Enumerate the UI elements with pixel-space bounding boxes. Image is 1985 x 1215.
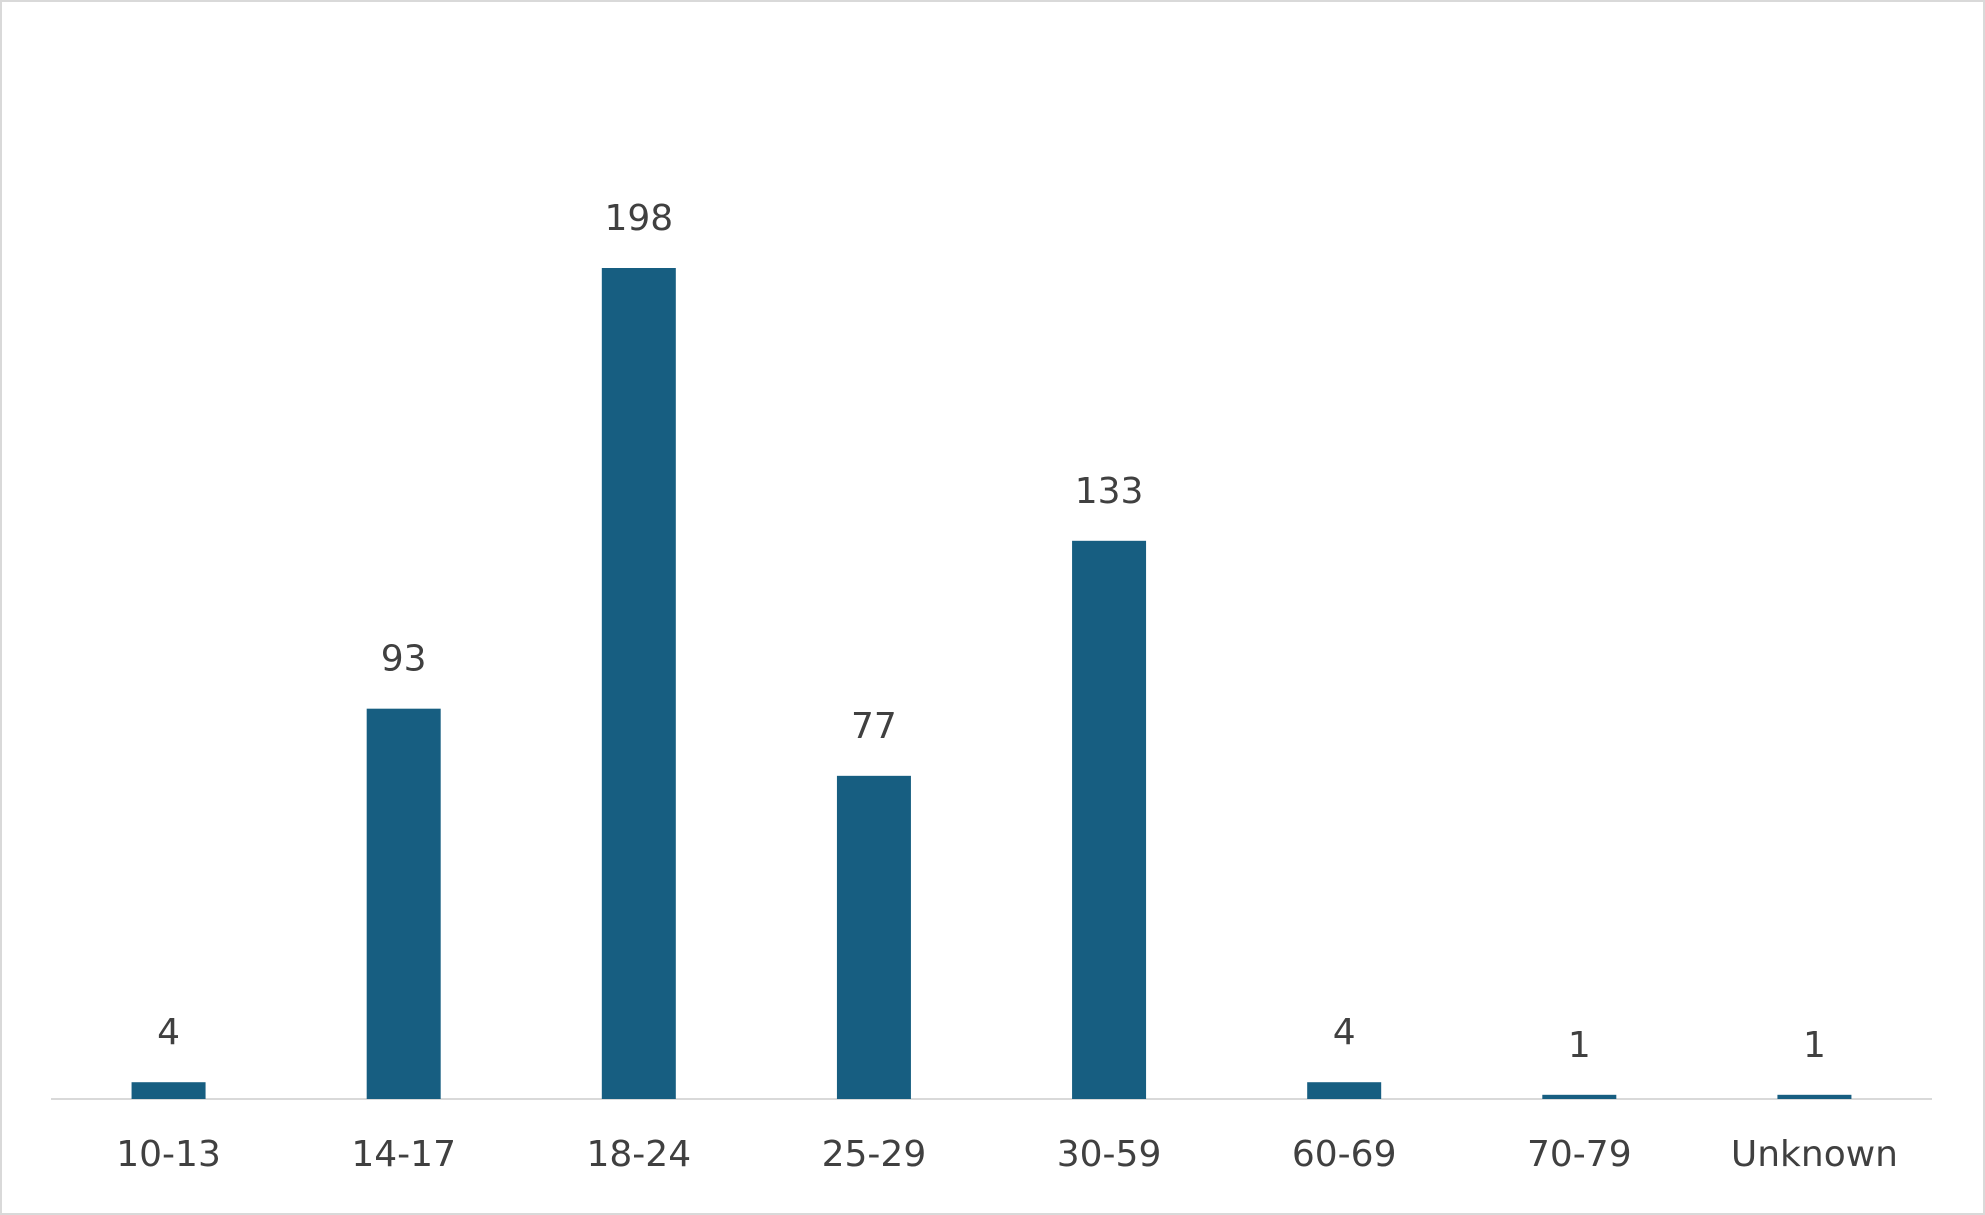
data-label: 77 (851, 706, 897, 747)
bar (601, 268, 676, 1099)
x-tick-label: Unknown (1731, 1134, 1898, 1175)
x-tick-label: 14-17 (351, 1134, 456, 1175)
data-label: 4 (157, 1012, 180, 1053)
data-label: 198 (604, 198, 673, 239)
data-label: 4 (1333, 1012, 1356, 1053)
data-label: 93 (381, 639, 427, 680)
x-tick-label: 30-59 (1057, 1134, 1162, 1175)
x-tick-label: 10-13 (116, 1134, 221, 1175)
bar (836, 775, 911, 1099)
data-label: 1 (1803, 1025, 1826, 1066)
bar (131, 1082, 206, 1099)
data-label: 1 (1568, 1025, 1591, 1066)
x-tick-label: 70-79 (1527, 1134, 1632, 1175)
x-tick-label: 18-24 (587, 1134, 692, 1175)
x-tick-label: 25-29 (822, 1134, 927, 1175)
data-label: 133 (1075, 471, 1144, 512)
bar (1777, 1094, 1852, 1099)
bar (1542, 1094, 1617, 1099)
x-tick-label: 60-69 (1292, 1134, 1397, 1175)
bar (366, 708, 441, 1099)
bar (1307, 1082, 1382, 1099)
bar (1072, 540, 1147, 1099)
